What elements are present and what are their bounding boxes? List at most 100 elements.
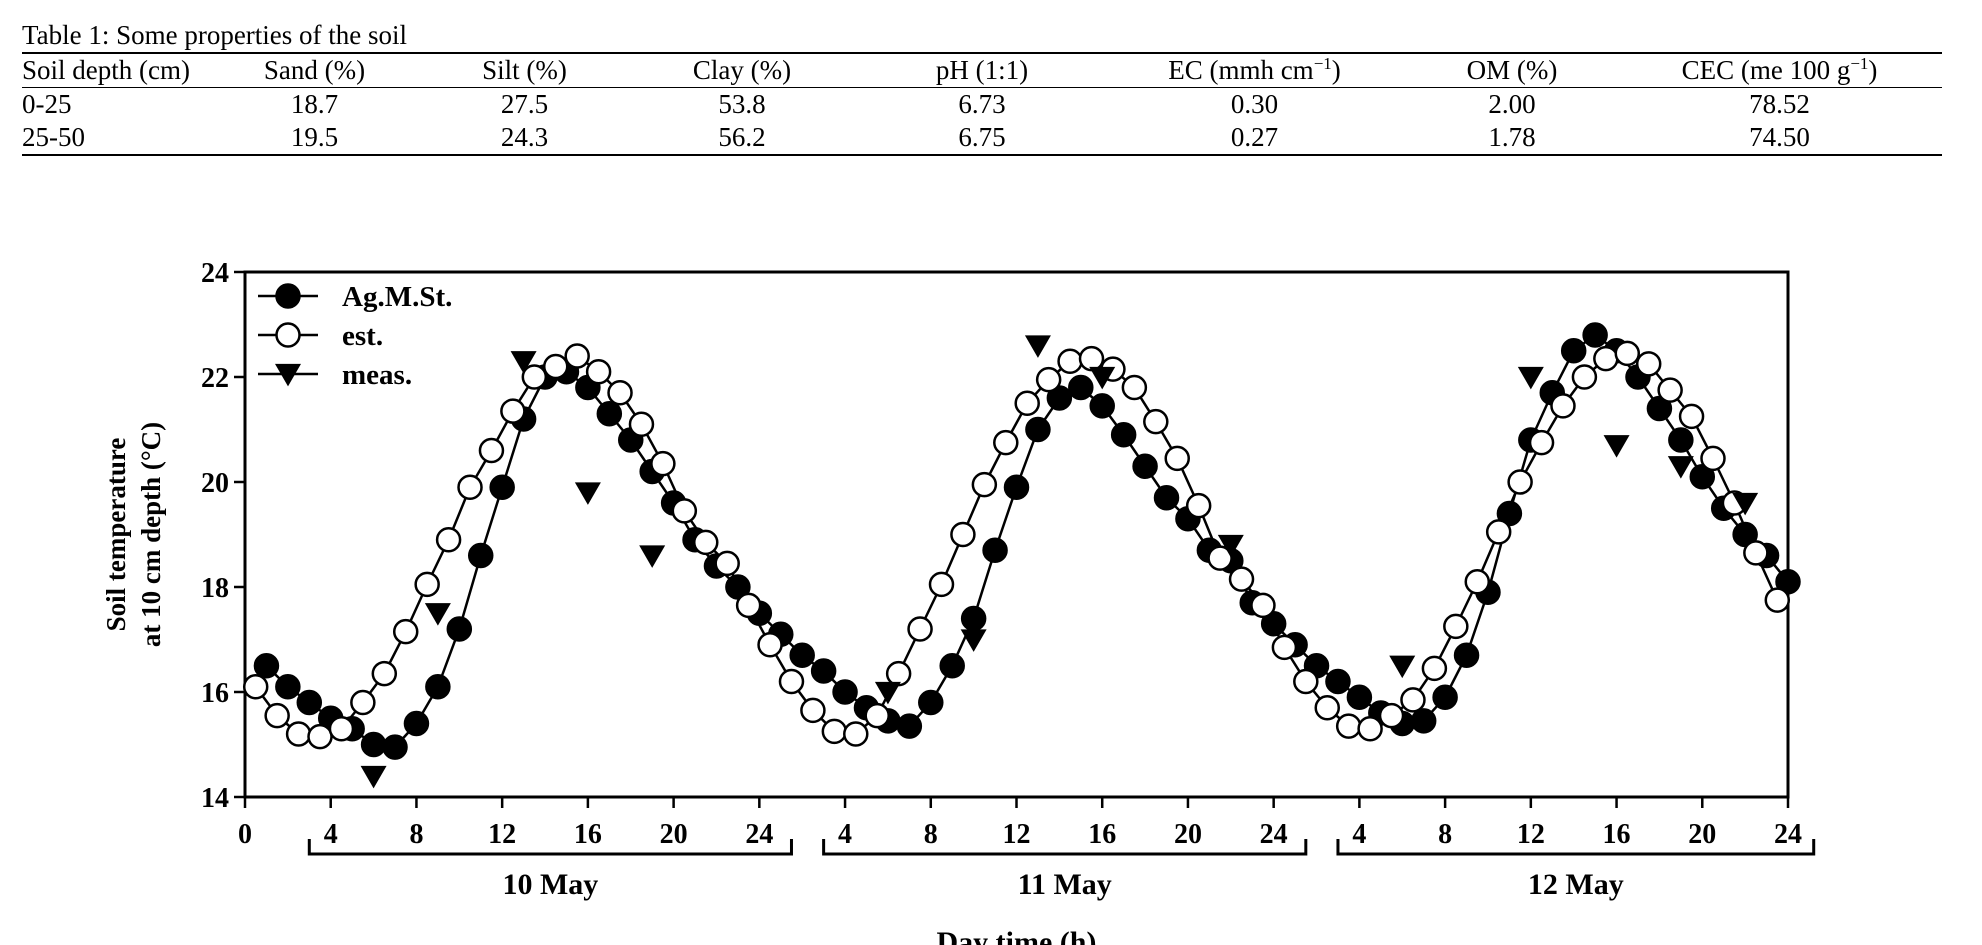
data-point (1667, 456, 1694, 479)
y-tick-label: 20 (201, 468, 229, 499)
table-cell: 19.5 (202, 121, 427, 156)
data-point (1325, 668, 1351, 695)
x-tick-label: 8 (1438, 819, 1452, 850)
column-header: Silt (%) (482, 55, 567, 85)
table-cell: 25-50 (22, 121, 202, 156)
data-point (1357, 716, 1383, 742)
data-point (425, 674, 451, 700)
y-axis-label-line-1: Soil temperature (101, 438, 131, 632)
x-tick-label: 24 (745, 819, 773, 850)
soil-properties-table-block: Table 1: Some properties of the soil Soi… (22, 18, 1942, 156)
table-cell: 6.73 (958, 89, 1006, 119)
data-point (1764, 587, 1791, 613)
table-caption: Table 1: Some properties of the soil (22, 20, 408, 50)
data-point (1207, 545, 1233, 571)
x-tick-label: 16 (1088, 819, 1116, 850)
data-point (371, 660, 398, 687)
table-cell: 56.2 (622, 121, 862, 156)
table-cell: 6.75 (862, 121, 1102, 156)
data-point (843, 721, 869, 747)
column-header: Clay (%) (692, 55, 792, 85)
legend-entry-label: Ag.M.St. (342, 281, 452, 313)
data-point (424, 603, 451, 626)
data-point (328, 716, 355, 742)
day-label: 11 May (1018, 868, 1112, 901)
column-header: Soil depth (cm) (22, 55, 190, 85)
day-bracket (1336, 839, 1816, 856)
data-point (1668, 427, 1694, 453)
data-point (1014, 390, 1040, 416)
table-cell: 0.30 (1230, 89, 1279, 119)
data-point (714, 550, 740, 577)
data-point (1378, 702, 1405, 729)
data-point (607, 380, 633, 406)
data-point (1678, 403, 1705, 430)
data-point (1603, 435, 1630, 458)
x-tick-label: 12 (1517, 819, 1545, 850)
data-point (1389, 655, 1416, 679)
data-point (1217, 534, 1244, 558)
series-open-circle (242, 340, 1791, 750)
data-point (275, 674, 301, 700)
table-row: 25-50 19.5 24.3 56.2 6.75 0.27 1.78 74.5… (22, 121, 1942, 156)
data-point (585, 359, 612, 385)
y-axis-label-line-2: at 10 cm depth (°C) (136, 422, 166, 647)
column-header: CEC (me 100 g (1681, 55, 1851, 85)
data-point (500, 398, 526, 424)
day-bracket (307, 839, 793, 856)
data-point (821, 718, 848, 745)
data-point (1132, 453, 1158, 479)
table-cell: 2.00 (1488, 89, 1536, 119)
x-tick-label: 16 (574, 819, 602, 850)
data-point (993, 429, 1019, 456)
legend-marker (275, 363, 301, 387)
y-tick-label: 18 (201, 573, 229, 604)
x-axis-label: Day time (h) (937, 926, 1097, 945)
data-point (1025, 416, 1051, 443)
data-point (1614, 340, 1641, 367)
plot-area-border (243, 270, 1790, 799)
data-point (1185, 492, 1212, 519)
data-point (467, 542, 494, 569)
table-row: 0-25 18.7 27.5 53.8 6.73 0.30 2.00 78.52 (22, 88, 1942, 122)
data-point (596, 401, 623, 427)
y-tick-label: 16 (201, 678, 229, 709)
data-point (671, 498, 698, 524)
data-point (928, 571, 955, 598)
data-point (1400, 687, 1426, 713)
data-point (693, 529, 719, 556)
column-header: Sand (%) (263, 55, 366, 85)
data-point (1453, 642, 1480, 668)
data-point (1464, 569, 1491, 595)
x-tick-label: 4 (1352, 819, 1366, 850)
table-header-row: Soil depth (cm) Sand (%) Silt (%) Clay (… (22, 52, 1942, 88)
table-cell: 78.52 (1749, 89, 1810, 119)
data-point (1293, 668, 1319, 695)
data-point (950, 521, 976, 548)
data-point (1517, 366, 1544, 390)
x-tick-label: 4 (838, 819, 852, 850)
data-point (1421, 655, 1448, 682)
x-tick-label: 8 (409, 819, 423, 850)
axes: 14 16 18 20 22 24 0 4 8 12 16 20 24 4 8 12 16 20 24 4 8 12 16 2… (201, 258, 1816, 901)
data-point (1582, 322, 1608, 348)
data-point (1335, 713, 1362, 739)
data-point (778, 668, 805, 695)
y-tick-label: 14 (201, 783, 229, 814)
data-point (382, 734, 408, 760)
data-point (1410, 708, 1437, 734)
data-point (939, 653, 965, 679)
data-point (307, 723, 333, 750)
data-point (907, 616, 933, 642)
column-header: EC (mmh cm (1168, 55, 1314, 85)
data-point (971, 471, 998, 498)
data-point (574, 482, 601, 505)
data-point (639, 545, 666, 568)
data-point (1089, 366, 1116, 390)
table-cell: 74.50 (1617, 121, 1942, 156)
x-tick-label: 20 (1174, 819, 1202, 850)
data-point (800, 697, 826, 724)
table-cell: 27.5 (500, 89, 549, 119)
table-cell: 18.7 (290, 89, 339, 119)
series-filled-triangle-down (360, 335, 1759, 789)
